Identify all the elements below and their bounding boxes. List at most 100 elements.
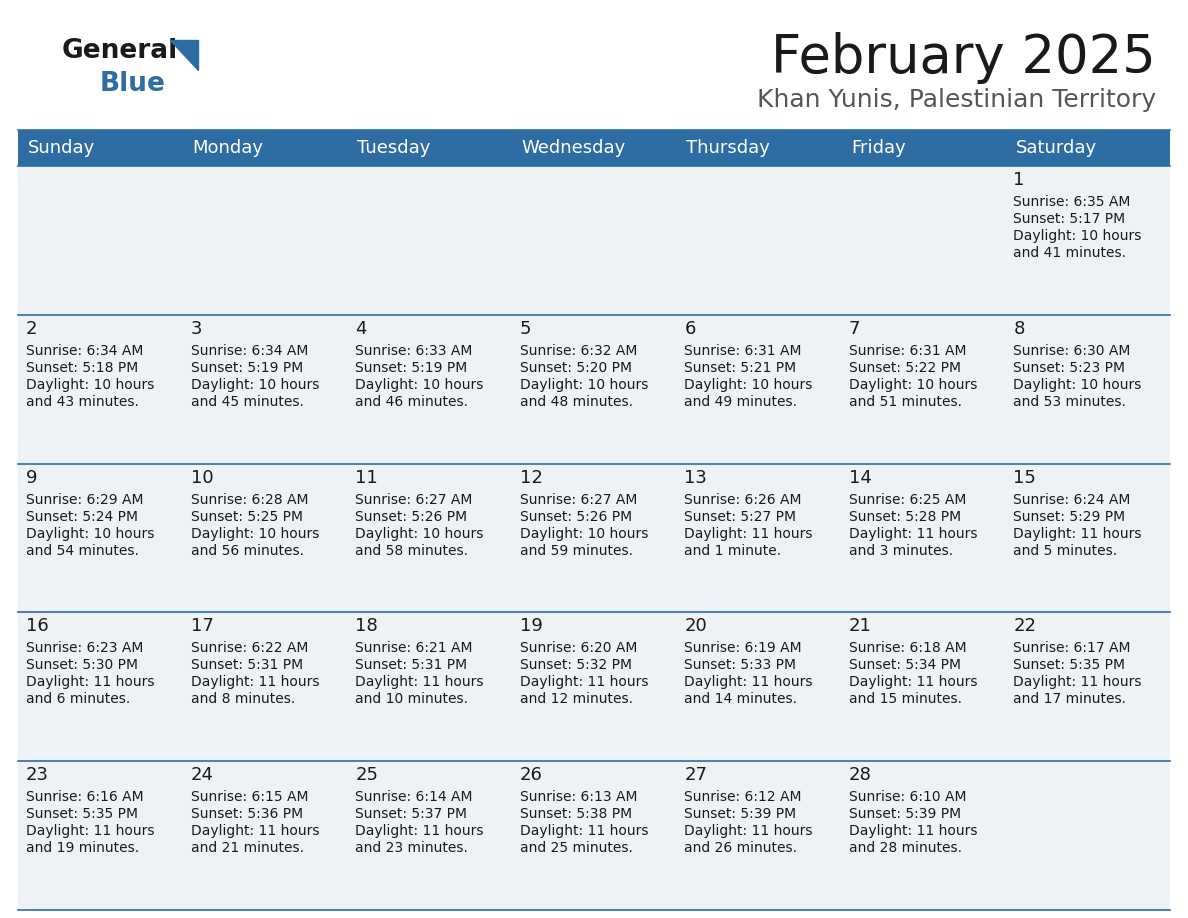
Text: Sunset: 5:35 PM: Sunset: 5:35 PM [26, 807, 138, 822]
Text: and 59 minutes.: and 59 minutes. [519, 543, 633, 557]
Text: Sunrise: 6:23 AM: Sunrise: 6:23 AM [26, 642, 144, 655]
Text: and 21 minutes.: and 21 minutes. [190, 841, 304, 856]
Text: 28: 28 [849, 767, 872, 784]
Bar [18, 130, 1170, 166]
Text: 10: 10 [190, 468, 213, 487]
Text: Daylight: 11 hours: Daylight: 11 hours [1013, 527, 1142, 541]
Text: Sunset: 5:33 PM: Sunset: 5:33 PM [684, 658, 796, 672]
Text: Sunset: 5:36 PM: Sunset: 5:36 PM [190, 807, 303, 822]
Text: and 25 minutes.: and 25 minutes. [519, 841, 632, 856]
Text: 6: 6 [684, 319, 696, 338]
Text: 17: 17 [190, 618, 214, 635]
Text: Daylight: 11 hours: Daylight: 11 hours [684, 527, 813, 541]
Text: Daylight: 10 hours: Daylight: 10 hours [1013, 378, 1142, 392]
Text: Blue: Blue [100, 71, 166, 97]
Text: and 5 minutes.: and 5 minutes. [1013, 543, 1118, 557]
Text: and 19 minutes.: and 19 minutes. [26, 841, 139, 856]
Text: Sunrise: 6:33 AM: Sunrise: 6:33 AM [355, 344, 473, 358]
Text: and 46 minutes.: and 46 minutes. [355, 395, 468, 409]
Text: 13: 13 [684, 468, 707, 487]
Text: Daylight: 11 hours: Daylight: 11 hours [519, 824, 649, 838]
Text: Sunrise: 6:31 AM: Sunrise: 6:31 AM [684, 344, 802, 358]
Text: Sunrise: 6:34 AM: Sunrise: 6:34 AM [26, 344, 144, 358]
Bar [18, 761, 1170, 910]
Text: General: General [62, 38, 178, 64]
Text: Sunrise: 6:21 AM: Sunrise: 6:21 AM [355, 642, 473, 655]
Text: and 49 minutes.: and 49 minutes. [684, 395, 797, 409]
Text: 19: 19 [519, 618, 543, 635]
Text: Sunset: 5:25 PM: Sunset: 5:25 PM [190, 509, 303, 523]
Text: Sunrise: 6:14 AM: Sunrise: 6:14 AM [355, 790, 473, 804]
Text: Sunset: 5:22 PM: Sunset: 5:22 PM [849, 361, 961, 375]
Text: Sunrise: 6:15 AM: Sunrise: 6:15 AM [190, 790, 308, 804]
Text: Daylight: 10 hours: Daylight: 10 hours [26, 378, 154, 392]
Text: Thursday: Thursday [687, 139, 770, 157]
Text: Daylight: 10 hours: Daylight: 10 hours [355, 527, 484, 541]
Text: Sunrise: 6:25 AM: Sunrise: 6:25 AM [849, 493, 966, 507]
Text: and 45 minutes.: and 45 minutes. [190, 395, 303, 409]
Text: and 48 minutes.: and 48 minutes. [519, 395, 633, 409]
Text: Khan Yunis, Palestinian Territory: Khan Yunis, Palestinian Territory [757, 88, 1156, 112]
Text: 21: 21 [849, 618, 872, 635]
Text: Daylight: 11 hours: Daylight: 11 hours [190, 676, 320, 689]
Text: 4: 4 [355, 319, 367, 338]
Text: Sunset: 5:18 PM: Sunset: 5:18 PM [26, 361, 138, 375]
Text: Sunrise: 6:27 AM: Sunrise: 6:27 AM [355, 493, 473, 507]
Text: Sunset: 5:28 PM: Sunset: 5:28 PM [849, 509, 961, 523]
Text: Tuesday: Tuesday [358, 139, 430, 157]
Text: Sunrise: 6:32 AM: Sunrise: 6:32 AM [519, 344, 637, 358]
Text: Sunset: 5:39 PM: Sunset: 5:39 PM [684, 807, 796, 822]
Text: and 43 minutes.: and 43 minutes. [26, 395, 139, 409]
Text: Sunrise: 6:34 AM: Sunrise: 6:34 AM [190, 344, 308, 358]
Text: 23: 23 [26, 767, 49, 784]
Text: and 58 minutes.: and 58 minutes. [355, 543, 468, 557]
Text: and 15 minutes.: and 15 minutes. [849, 692, 962, 706]
Text: and 28 minutes.: and 28 minutes. [849, 841, 962, 856]
Text: 9: 9 [26, 468, 38, 487]
Text: Sunset: 5:38 PM: Sunset: 5:38 PM [519, 807, 632, 822]
Text: Daylight: 10 hours: Daylight: 10 hours [190, 527, 318, 541]
Text: 3: 3 [190, 319, 202, 338]
Text: Daylight: 10 hours: Daylight: 10 hours [355, 378, 484, 392]
Text: and 41 minutes.: and 41 minutes. [1013, 246, 1126, 260]
Text: and 10 minutes.: and 10 minutes. [355, 692, 468, 706]
Text: and 51 minutes.: and 51 minutes. [849, 395, 962, 409]
Bar [18, 612, 1170, 761]
Text: Sunrise: 6:29 AM: Sunrise: 6:29 AM [26, 493, 144, 507]
Text: 22: 22 [1013, 618, 1036, 635]
Text: Monday: Monday [192, 139, 264, 157]
Text: 8: 8 [1013, 319, 1025, 338]
Text: Sunset: 5:19 PM: Sunset: 5:19 PM [355, 361, 467, 375]
Text: Daylight: 11 hours: Daylight: 11 hours [355, 676, 484, 689]
Text: 14: 14 [849, 468, 872, 487]
Text: Sunrise: 6:24 AM: Sunrise: 6:24 AM [1013, 493, 1131, 507]
Text: and 12 minutes.: and 12 minutes. [519, 692, 633, 706]
Text: 25: 25 [355, 767, 378, 784]
Text: and 17 minutes.: and 17 minutes. [1013, 692, 1126, 706]
Text: Sunrise: 6:16 AM: Sunrise: 6:16 AM [26, 790, 144, 804]
Text: 12: 12 [519, 468, 543, 487]
Text: 1: 1 [1013, 171, 1025, 189]
Text: Sunset: 5:27 PM: Sunset: 5:27 PM [684, 509, 796, 523]
Text: 16: 16 [26, 618, 49, 635]
Text: Sunrise: 6:26 AM: Sunrise: 6:26 AM [684, 493, 802, 507]
Text: Daylight: 10 hours: Daylight: 10 hours [190, 378, 318, 392]
Text: Daylight: 10 hours: Daylight: 10 hours [1013, 229, 1142, 243]
Text: and 54 minutes.: and 54 minutes. [26, 543, 139, 557]
Text: Sunset: 5:34 PM: Sunset: 5:34 PM [849, 658, 961, 672]
Text: Sunset: 5:30 PM: Sunset: 5:30 PM [26, 658, 138, 672]
Text: Sunrise: 6:20 AM: Sunrise: 6:20 AM [519, 642, 637, 655]
Text: Daylight: 10 hours: Daylight: 10 hours [684, 378, 813, 392]
Text: Sunset: 5:26 PM: Sunset: 5:26 PM [519, 509, 632, 523]
Text: Daylight: 11 hours: Daylight: 11 hours [849, 824, 978, 838]
Text: Sunrise: 6:35 AM: Sunrise: 6:35 AM [1013, 195, 1131, 209]
Text: Daylight: 11 hours: Daylight: 11 hours [1013, 676, 1142, 689]
Text: 18: 18 [355, 618, 378, 635]
Text: Sunset: 5:39 PM: Sunset: 5:39 PM [849, 807, 961, 822]
Text: 26: 26 [519, 767, 543, 784]
Text: Sunrise: 6:22 AM: Sunrise: 6:22 AM [190, 642, 308, 655]
Text: 7: 7 [849, 319, 860, 338]
Text: and 23 minutes.: and 23 minutes. [355, 841, 468, 856]
Text: Sunset: 5:23 PM: Sunset: 5:23 PM [1013, 361, 1125, 375]
Text: 27: 27 [684, 767, 707, 784]
